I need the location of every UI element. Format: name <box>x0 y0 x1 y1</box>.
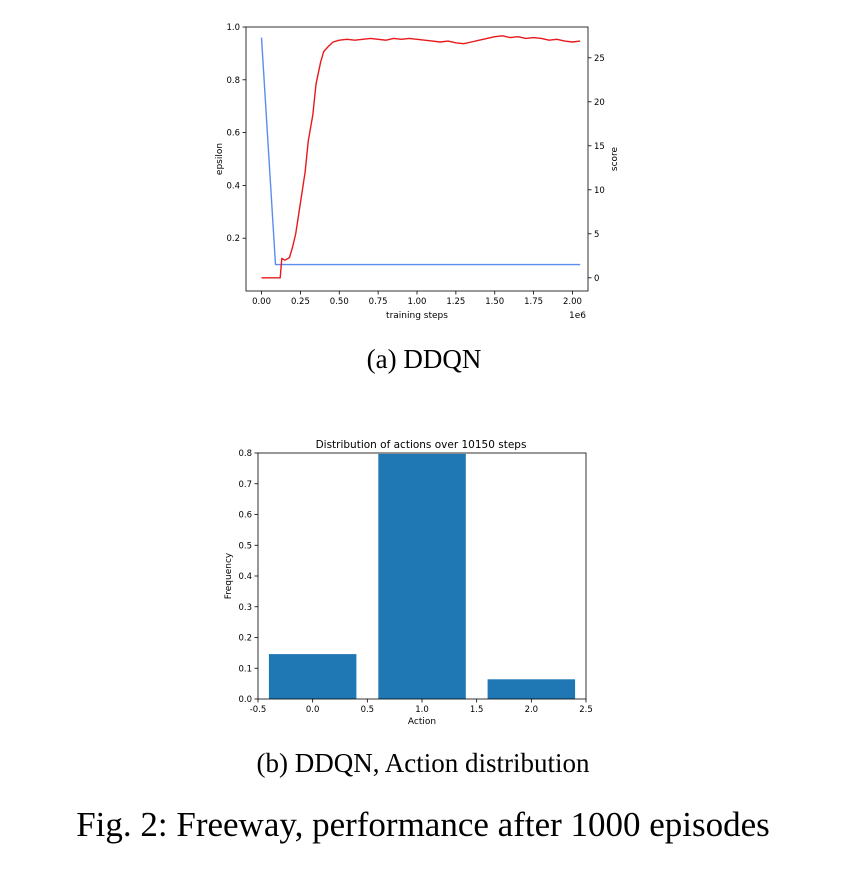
chart-b-y-tick-label: 0.3 <box>238 603 252 613</box>
chart-a-x-offset-label: 1e6 <box>569 311 586 321</box>
chart-a-right-y-tick-label: 15 <box>594 142 605 152</box>
chart-b-x-label: Action <box>408 717 436 727</box>
chart-b-bars <box>268 453 576 699</box>
chart-b-x-tick-label: 0.5 <box>361 705 375 715</box>
chart-a-x-tick-label: 2.00 <box>563 297 582 307</box>
chart-a-x-label: training steps <box>386 311 448 321</box>
chart-a-left-y-tick-label: 0.2 <box>226 234 240 244</box>
chart-a-lines <box>260 35 581 279</box>
chart-b-y-tick-label: 0.0 <box>238 695 252 705</box>
chart-a-x-tick-label: 0.00 <box>252 297 271 307</box>
chart-b-y-tick-label: 0.6 <box>238 511 252 521</box>
chart-b-x-ticks: -0.5 0.0 0.5 1.0 1.5 2.0 2.5 <box>250 699 593 715</box>
chart-b-y-tick-label: 0.5 <box>238 541 252 551</box>
chart-b-x-tick-label: -0.5 <box>250 705 267 715</box>
chart-b-x-tick-label: 1.5 <box>470 705 484 715</box>
chart-b: Distribution of actions over 10150 steps… <box>224 439 593 778</box>
chart-a-frame <box>245 26 589 292</box>
chart-a-left-y-label: epsilon <box>215 143 225 175</box>
chart-a-left-y-tick-label: 0.6 <box>226 129 240 139</box>
chart-b-x-tick-label: 2.5 <box>579 705 593 715</box>
chart-a-right-y-ticks: 0 5 10 15 20 25 <box>588 54 605 284</box>
chart-a-x-tick-label: 1.25 <box>446 297 465 307</box>
chart-a-right-y-tick-label: 10 <box>594 186 605 196</box>
bar-action-1 <box>378 453 466 699</box>
chart-b-frame <box>257 452 587 700</box>
chart-a-right-y-tick-label: 5 <box>594 230 599 240</box>
chart-b-y-ticks: 0.0 0.1 0.2 0.3 0.4 0.5 0.6 0.7 0.8 <box>238 449 258 705</box>
chart-a-left-y-tick-label: 1.0 <box>226 23 240 33</box>
chart-a-caption: (a) DDQN <box>367 344 482 374</box>
chart-a-right-y-tick-label: 0 <box>594 274 599 284</box>
chart-a-x-tick-label: 1.50 <box>485 297 504 307</box>
chart-b-y-tick-label: 0.2 <box>238 634 252 644</box>
chart-b-y-label: Frequency <box>224 552 234 599</box>
chart-a-right-y-label: score <box>610 146 620 171</box>
epsilon-line <box>260 37 581 266</box>
chart-a-x-tick-label: 0.50 <box>330 297 349 307</box>
chart-b-y-tick-label: 0.8 <box>238 449 252 459</box>
chart-b-x-tick-label: 1.0 <box>415 705 429 715</box>
chart-b-x-tick-label: 0.0 <box>306 705 320 715</box>
chart-a-x-ticks: 0.00 0.25 0.50 0.75 1.00 1.25 1.50 1.75 2.00 <box>252 291 582 307</box>
chart-b-x-tick-label: 2.0 <box>525 705 539 715</box>
chart-a: 0.00 0.25 0.50 0.75 1.00 1.25 1.50 1.75 2.00 0.2… <box>215 23 620 374</box>
chart-a-x-tick-label: 0.75 <box>369 297 388 307</box>
chart-b-y-tick-label: 0.4 <box>238 572 252 582</box>
chart-a-x-tick-label: 0.25 <box>291 297 310 307</box>
chart-b-y-tick-label: 0.1 <box>238 664 252 674</box>
chart-a-right-y-tick-label: 25 <box>594 54 605 64</box>
bar-action-0 <box>268 654 357 699</box>
chart-a-left-y-tick-label: 0.8 <box>226 76 240 86</box>
bar-action-2 <box>487 679 576 699</box>
chart-a-left-y-ticks: 0.2 0.4 0.6 0.8 1.0 <box>226 23 246 244</box>
chart-a-x-tick-label: 1.75 <box>524 297 543 307</box>
chart-a-x-tick-label: 1.00 <box>408 297 427 307</box>
chart-b-y-tick-label: 0.7 <box>238 480 252 490</box>
chart-a-right-y-tick-label: 20 <box>594 98 605 108</box>
figure-caption: Fig. 2: Freeway, performance after 1000 … <box>76 805 770 844</box>
score-line <box>261 35 581 279</box>
chart-b-caption: (b) DDQN, Action distribution <box>257 748 590 778</box>
chart-a-left-y-tick-label: 0.4 <box>226 181 240 191</box>
chart-b-title: Distribution of actions over 10150 steps <box>316 439 527 451</box>
